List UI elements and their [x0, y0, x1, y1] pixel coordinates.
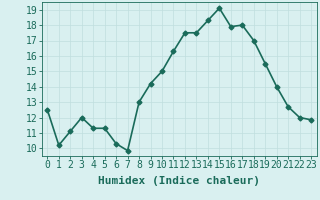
X-axis label: Humidex (Indice chaleur): Humidex (Indice chaleur) [98, 176, 260, 186]
